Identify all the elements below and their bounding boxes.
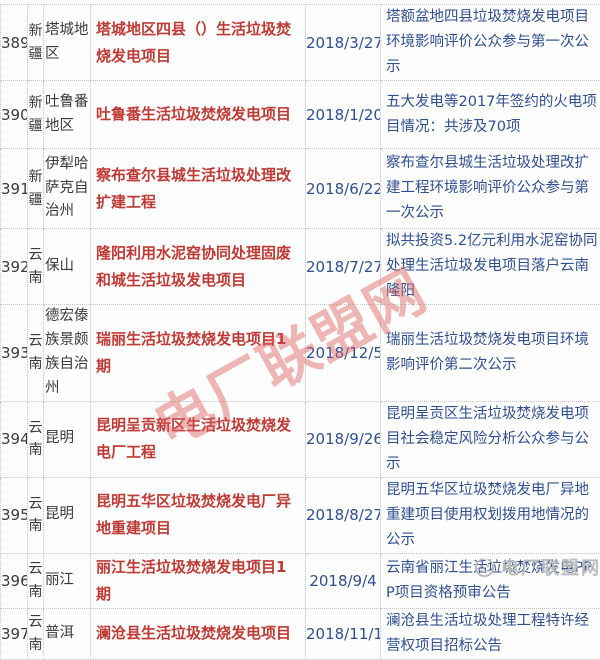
project-name-link[interactable]: 隆阳利用水泥窑协同处理固废和城生活垃圾发电项目 [91,229,306,305]
table-row: 389 新疆 塔城地区 塔城地区四县（）生活垃圾焚烧发电项目 2018/3/27… [1,5,600,81]
table-row: 394 云南 昆明 昆明呈贡新区生活垃圾焚烧发电厂工程 2018/9/26 昆明… [1,401,600,477]
table-row: 397 云南 普洱 澜沧县生活垃圾焚烧发电项目 2018/11/19 澜沧县生活… [1,608,600,659]
project-name-link[interactable]: 丽江生活垃圾焚烧发电项目1期 [91,553,306,608]
city-cell: 普洱 [44,608,91,659]
date-cell: 2018/3/27 [306,5,381,81]
row-number-cell: 393 [1,305,28,402]
province-cell: 云南 [28,401,44,477]
province-cell: 云南 [28,477,44,553]
project-name-link[interactable]: 察布查尔县城生活垃圾处理改扩建工程 [91,149,306,229]
table-row: 395 云南 昆明 昆明五华区垃圾焚烧发电厂异地重建项目 2018/8/27 昆… [1,477,600,553]
site-brand-watermark: 电厂联盟网 [473,554,600,580]
project-name-link[interactable]: 昆明呈贡新区生活垃圾焚烧发电厂工程 [91,401,306,477]
description-cell: 拟共投资5.2亿元利用水泥窑协同处理生活垃圾发电项目落户云南隆阳 [381,229,600,305]
city-cell: 保山 [44,229,91,305]
description-cell: 澜沧县生活垃圾处理工程特许经营权项目招标公告 [381,608,600,659]
date-cell: 2018/6/22 [306,149,381,229]
date-cell: 2018/11/19 [306,608,381,659]
project-name-link[interactable]: 昆明五华区垃圾焚烧发电厂异地重建项目 [91,477,306,553]
row-number-cell: 392 [1,229,28,305]
project-name-link[interactable]: 塔城地区四县（）生活垃圾焚烧发电项目 [91,5,306,81]
description-cell: 塔额盆地四县垃圾焚烧发电项目环境影响评价公众参与第一次公示 [381,5,600,81]
province-cell: 新疆 [28,81,44,149]
page: { "colors": { "project-red": "#bf3a34", … [0,0,600,594]
city-cell: 昆明 [44,477,91,553]
city-cell: 德宏傣族景颇族自治州 [44,305,91,402]
row-number-cell: 391 [1,149,28,229]
province-cell: 新疆 [28,149,44,229]
province-cell: 新疆 [28,5,44,81]
row-number-cell: 389 [1,5,28,81]
date-cell: 2018/9/4 [306,553,381,608]
project-name-link[interactable]: 澜沧县生活垃圾焚烧发电项目 [91,608,306,659]
description-cell: 瑞丽生活垃圾焚烧发电项目环境影响评价第二次公示 [381,305,600,402]
table-row: 391 新疆 伊犁哈萨克自治州 察布查尔县城生活垃圾处理改扩建工程 2018/6… [1,149,600,229]
row-number-cell: 394 [1,401,28,477]
project-name-link[interactable]: 吐鲁番生活垃圾焚烧发电项目 [91,81,306,149]
table-row: 392 云南 保山 隆阳利用水泥窑协同处理固废和城生活垃圾发电项目 2018/7… [1,229,600,305]
row-number-cell: 390 [1,81,28,149]
date-cell: 2018/9/26 [306,401,381,477]
table-row: 393 云南 德宏傣族景颇族自治州 瑞丽生活垃圾焚烧发电项目1期 2018/12… [1,305,600,402]
site-brand-text: 电厂联盟网 [501,554,600,580]
city-cell: 塔城地区 [44,5,91,81]
date-cell: 2018/8/27 [306,477,381,553]
province-cell: 云南 [28,553,44,608]
row-number-cell: 395 [1,477,28,553]
date-cell: 2018/7/27 [306,229,381,305]
power-plant-alliance-logo-icon [473,556,496,579]
date-cell: 2018/1/20 [306,81,381,149]
city-cell: 伊犁哈萨克自治州 [44,149,91,229]
row-number-cell: 396 [1,553,28,608]
province-cell: 云南 [28,608,44,659]
table-row: 390 新疆 吐鲁番地区 吐鲁番生活垃圾焚烧发电项目 2018/1/20 五大发… [1,81,600,149]
description-cell: 五大发电等2017年签约的火电项目情况：共涉及70项 [381,81,600,149]
city-cell: 昆明 [44,401,91,477]
province-cell: 云南 [28,229,44,305]
description-cell: 昆明呈贡区生活垃圾焚烧发电项目社会稳定风险分析公众参与公示 [381,401,600,477]
row-number-cell: 397 [1,608,28,659]
project-name-link[interactable]: 瑞丽生活垃圾焚烧发电项目1期 [91,305,306,402]
description-cell: 昆明五华区垃圾焚烧发电厂异地重建项目使用权划拨用地情况的公示 [381,477,600,553]
province-cell: 云南 [28,305,44,402]
city-cell: 吐鲁番地区 [44,81,91,149]
city-cell: 丽江 [44,553,91,608]
description-cell: 察布查尔县城生活垃圾处理改扩建工程环境影响评价公众参与第一次公示 [381,149,600,229]
date-cell: 2018/12/5 [306,305,381,402]
